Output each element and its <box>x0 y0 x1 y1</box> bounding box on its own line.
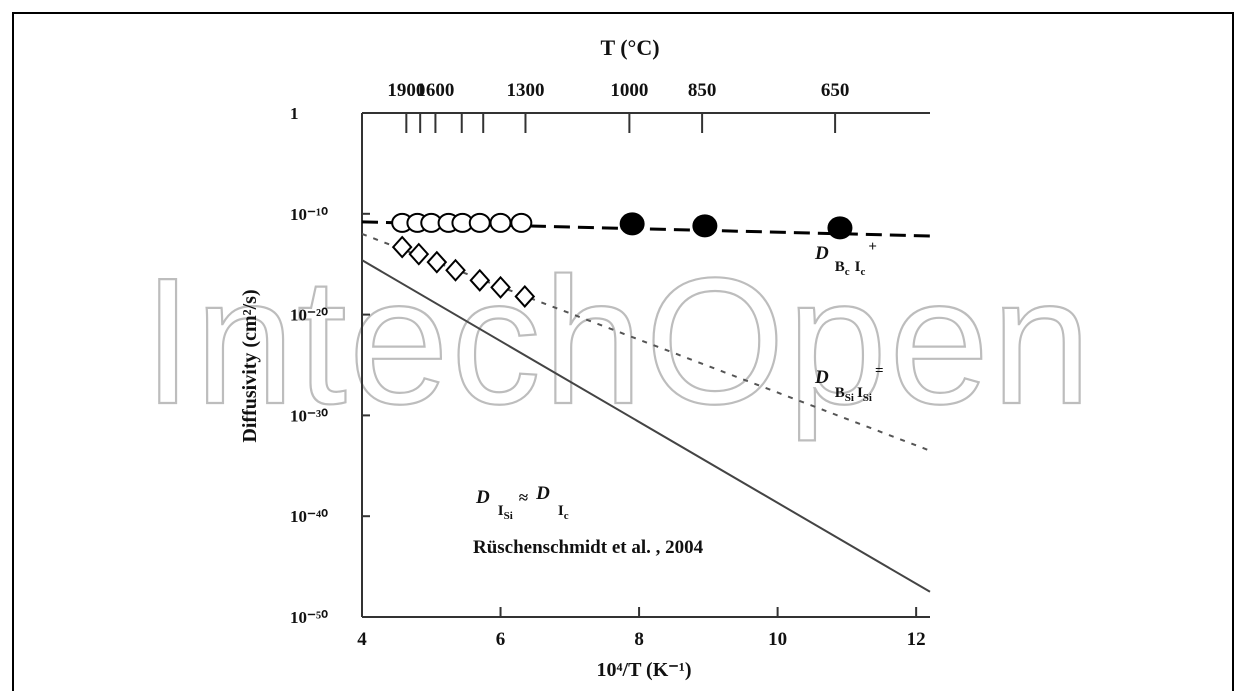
annotation-reference: Rüschenschmidt et al. , 2004 <box>473 537 704 558</box>
top-tick-label: 1600 <box>416 80 454 101</box>
open-diamond-point <box>490 275 511 299</box>
plot-axes: 4 6 8 10 12 1 10⁻¹⁰ 10⁻²⁰ 10⁻³⁰ 10⁻⁴⁰ 10⁻⁵⁰ 1900160… <box>290 80 930 650</box>
open-circle-point <box>489 212 512 233</box>
top-tick-label: 650 <box>821 80 850 101</box>
y-tick-label: 10⁻⁵⁰ <box>290 608 328 627</box>
open-diamond-point <box>408 242 430 266</box>
y-tick-label: 10⁻⁴⁰ <box>290 507 328 526</box>
open-diamond-point <box>469 268 491 292</box>
filled-circle-point <box>619 212 645 236</box>
series-line-2 <box>361 233 931 452</box>
top-tick-label: 1000 <box>610 80 648 101</box>
y-tick-label: 10⁻²⁰ <box>290 306 328 325</box>
x-tick-label: 8 <box>634 629 644 650</box>
plot-labels: T (°C) 10⁴/T (K⁻¹) Diffusivity (cm²/s) R… <box>239 35 884 681</box>
top-axis-title: T (°C) <box>600 35 659 60</box>
top-tick-label: 850 <box>688 80 717 101</box>
series-line-3 <box>361 259 931 593</box>
open-diamond-point <box>426 250 448 274</box>
filled-circle-point <box>827 216 853 240</box>
figure-frame <box>12 12 1234 691</box>
open-diamond-point <box>391 235 413 259</box>
x-tick-label: 4 <box>357 629 367 650</box>
open-circle-point <box>510 212 533 233</box>
series-label-bc-ic: DBc Ic+ <box>814 239 877 278</box>
filled-circle-point <box>692 214 718 238</box>
plot-marks <box>361 212 931 593</box>
top-tick-label: 1300 <box>506 80 544 101</box>
series-label-isi-ic: DISi≈ DIc <box>475 483 569 522</box>
y-axis-title: Diffusivity (cm²/s) <box>239 289 261 442</box>
x-tick-label: 10 <box>768 629 787 650</box>
top-tick-label: 1900 <box>387 80 425 101</box>
x-axis-title: 10⁴/T (K⁻¹) <box>597 659 692 681</box>
series-label-bsi-isi: DBSi ISi= <box>814 363 884 404</box>
open-circle-point <box>468 212 491 233</box>
x-tick-label: 12 <box>907 629 926 650</box>
open-diamond-point <box>514 284 536 308</box>
open-diamond-point <box>445 258 466 282</box>
y-tick-label: 10⁻¹⁰ <box>290 205 328 224</box>
y-tick-label: 10⁻³⁰ <box>290 406 328 425</box>
y-tick-label: 1 <box>290 104 299 123</box>
x-tick-label: 6 <box>496 629 506 650</box>
